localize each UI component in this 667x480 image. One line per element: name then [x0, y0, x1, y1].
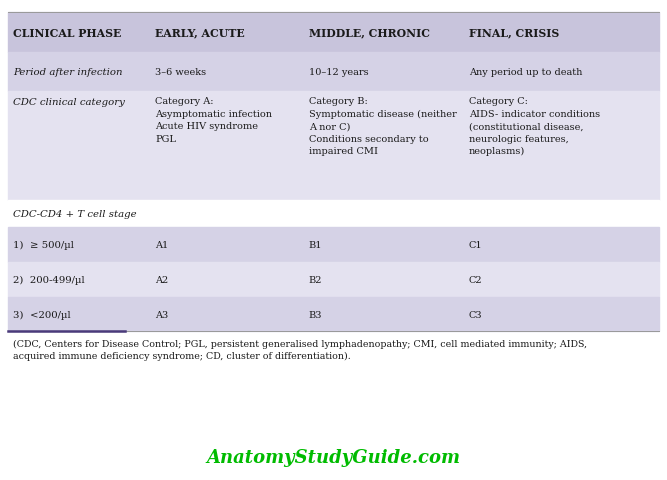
Text: FINAL, CRISIS: FINAL, CRISIS — [469, 28, 559, 38]
Text: Period after infection: Period after infection — [13, 68, 123, 77]
Text: B2: B2 — [309, 276, 322, 284]
Bar — [8, 53, 659, 92]
Text: (CDC, Centers for Disease Control; PGL, persistent generalised lymphadenopathy; : (CDC, Centers for Disease Control; PGL, … — [13, 339, 588, 360]
Text: EARLY, ACUTE: EARLY, ACUTE — [155, 28, 245, 38]
Text: Category B:
Symptomatic disease (neither
A nor C)
Conditions secondary to
impair: Category B: Symptomatic disease (neither… — [309, 97, 457, 156]
Text: 3)  <200/µl: 3) <200/µl — [13, 310, 71, 319]
Bar — [8, 297, 659, 332]
Text: A2: A2 — [155, 276, 169, 284]
Text: 3–6 weeks: 3–6 weeks — [155, 68, 207, 77]
Bar — [8, 200, 659, 228]
Text: CDC-CD4 + T cell stage: CDC-CD4 + T cell stage — [13, 210, 137, 218]
Text: Category A:
Asymptomatic infection
Acute HIV syndrome
PGL: Category A: Asymptomatic infection Acute… — [155, 97, 272, 144]
Text: B3: B3 — [309, 310, 322, 319]
Bar — [8, 92, 659, 200]
Text: CLINICAL PHASE: CLINICAL PHASE — [13, 28, 121, 38]
Bar — [8, 13, 659, 53]
Text: Category C:
AIDS- indicator conditions
(constitutional disease,
neurologic featu: Category C: AIDS- indicator conditions (… — [469, 97, 600, 156]
Text: 10–12 years: 10–12 years — [309, 68, 368, 77]
Text: AnatomyStudyGuide.com: AnatomyStudyGuide.com — [207, 448, 460, 466]
Text: C1: C1 — [469, 241, 482, 250]
Text: 1)  ≥ 500/µl: 1) ≥ 500/µl — [13, 241, 74, 250]
Text: Any period up to death: Any period up to death — [469, 68, 582, 77]
Text: CDC clinical category: CDC clinical category — [13, 98, 125, 107]
Text: C3: C3 — [469, 310, 482, 319]
Text: 2)  200-499/µl: 2) 200-499/µl — [13, 276, 85, 284]
Text: A3: A3 — [155, 310, 169, 319]
Text: B1: B1 — [309, 241, 322, 250]
Text: A1: A1 — [155, 241, 169, 250]
Text: C2: C2 — [469, 276, 482, 284]
Text: MIDDLE, CHRONIC: MIDDLE, CHRONIC — [309, 28, 430, 38]
Bar — [8, 228, 659, 263]
Bar — [8, 263, 659, 297]
